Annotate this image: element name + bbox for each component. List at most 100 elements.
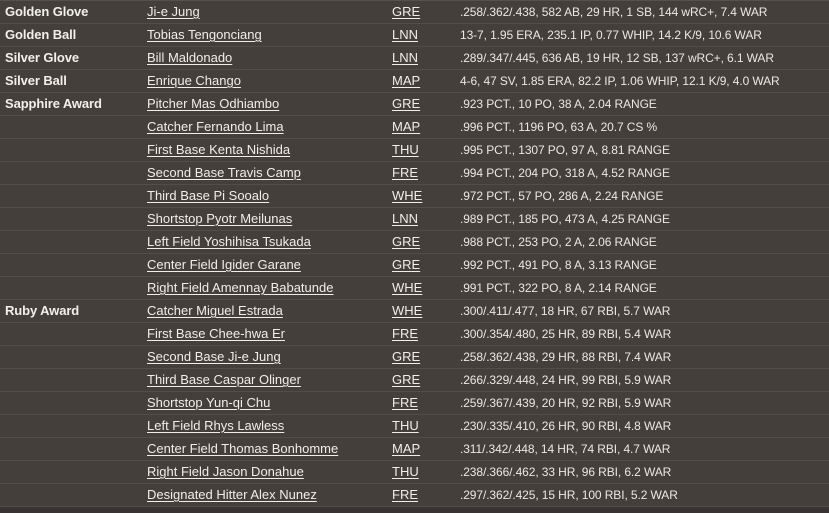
stat-line: .989 PCT., 185 PO, 473 A, 4.25 RANGE [460,212,670,226]
award-name: Silver Ball [5,73,67,88]
player-link[interactable]: Right Field Amennay Babatunde [147,280,334,295]
table-row: Center Field Igider Garane GRE .992 PCT.… [0,254,829,277]
award-name [0,461,147,483]
team-link[interactable]: THU [392,464,419,479]
team-link[interactable]: WHE [392,188,423,203]
player-link[interactable]: Third Base Caspar Olinger [147,372,301,387]
team-link[interactable]: FRE [392,487,418,502]
team-link[interactable]: FRE [392,165,418,180]
award-name: Golden Ball [5,27,77,42]
stat-line: .259/.367/.439, 20 HR, 92 RBI, 5.9 WAR [460,396,672,410]
award-name [0,116,147,138]
table-row: Center Field Thomas Bonhomme MAP .311/.3… [0,438,829,461]
team-link[interactable]: MAP [392,441,421,456]
player-link[interactable]: Pitcher Mas Odhiambo [147,96,280,111]
team-link[interactable]: LNN [392,50,419,65]
stat-line: 4-6, 47 SV, 1.85 ERA, 82.2 IP, 1.06 WHIP… [460,74,780,88]
player-link[interactable]: Enrique Chango [147,73,241,88]
stat-line: .988 PCT., 253 PO, 2 A, 2.06 RANGE [460,235,657,249]
award-name: Sapphire Award [5,96,102,111]
table-row: Designated Hitter Alex Nunez FRE .297/.3… [0,484,829,507]
table-row: Silver Ball Enrique Chango MAP 4-6, 47 S… [0,70,829,93]
stat-line: .297/.362/.425, 15 HR, 100 RBI, 5.2 WAR [460,488,678,502]
stat-line: .995 PCT., 1307 PO, 97 A, 8.81 RANGE [460,143,670,157]
stat-line: .230/.335/.410, 26 HR, 90 RBI, 4.8 WAR [460,419,672,433]
award-name [0,185,147,207]
award-name: Silver Glove [5,50,79,65]
team-link[interactable]: GRE [392,372,421,387]
table-row: Shortstop Pyotr Meilunas LNN .989 PCT., … [0,208,829,231]
player-link[interactable]: Right Field Jason Donahue [147,464,304,479]
player-link[interactable]: Second Base Ji-e Jung [147,349,281,364]
award-name [0,392,147,414]
team-link[interactable]: GRE [392,234,421,249]
team-link[interactable]: THU [392,418,419,433]
team-link[interactable]: FRE [392,395,418,410]
team-link[interactable]: MAP [392,119,421,134]
team-link[interactable]: MAP [392,73,421,88]
team-link[interactable]: LNN [392,211,419,226]
table-row: Sapphire Award Pitcher Mas Odhiambo GRE … [0,93,829,116]
player-link[interactable]: Left Field Rhys Lawless [147,418,285,433]
team-link[interactable]: WHE [392,280,423,295]
stat-line: .266/.329/.448, 24 HR, 99 RBI, 5.9 WAR [460,373,672,387]
team-link[interactable]: GRE [392,257,421,272]
stat-line: .923 PCT., 10 PO, 38 A, 2.04 RANGE [460,97,657,111]
award-name [0,277,147,299]
stat-line: .311/.342/.448, 14 HR, 74 RBI, 4.7 WAR [460,442,671,456]
stat-line: .996 PCT., 1196 PO, 63 A, 20.7 CS % [460,120,658,134]
player-link[interactable]: Designated Hitter Alex Nunez [147,487,317,502]
table-row: Third Base Pi Sooalo WHE .972 PCT., 57 P… [0,185,829,208]
player-link[interactable]: Catcher Fernando Lima [147,119,284,134]
table-row: Second Base Ji-e Jung GRE .258/.362/.438… [0,346,829,369]
table-row: Golden Glove Ji-e Jung GRE .258/.362/.43… [0,1,829,24]
stat-line: .991 PCT., 322 PO, 8 A, 2.14 RANGE [460,281,657,295]
award-name [0,323,147,345]
player-link[interactable]: Third Base Pi Sooalo [147,188,270,203]
team-link[interactable]: GRE [392,4,421,19]
player-link[interactable]: Catcher Miguel Estrada [147,303,283,318]
stat-line: .238/.366/.462, 33 HR, 96 RBI, 6.2 WAR [460,465,672,479]
award-name [0,139,147,161]
award-name [0,415,147,437]
team-link[interactable]: GRE [392,96,421,111]
table-row: Silver Glove Bill Maldonado LNN .289/.34… [0,47,829,70]
table-row: Left Field Yoshihisa Tsukada GRE .988 PC… [0,231,829,254]
player-link[interactable]: Ji-e Jung [147,4,200,19]
player-link[interactable]: Center Field Igider Garane [147,257,301,272]
award-name [0,438,147,460]
stat-line: .994 PCT., 204 PO, 318 A, 4.52 RANGE [460,166,670,180]
player-link[interactable]: Shortstop Yun-qi Chu [147,395,271,410]
team-link[interactable]: GRE [392,349,421,364]
table-row: Third Base Caspar Olinger GRE .266/.329/… [0,369,829,392]
player-link[interactable]: Tobias Tengonciang [147,27,262,42]
stat-line: .258/.362/.438, 582 AB, 29 HR, 1 SB, 144… [460,5,768,19]
award-name: Ruby Award [5,303,80,318]
table-row: First Base Chee-hwa Er FRE .300/.354/.48… [0,323,829,346]
table-row: Right Field Jason Donahue THU .238/.366/… [0,461,829,484]
table-row: Catcher Fernando Lima MAP .996 PCT., 119… [0,116,829,139]
player-link[interactable]: Second Base Travis Camp [147,165,301,180]
player-link[interactable]: First Base Chee-hwa Er [147,326,285,341]
bottom-strip [0,507,829,513]
player-link[interactable]: Shortstop Pyotr Meilunas [147,211,293,226]
player-link[interactable]: Center Field Thomas Bonhomme [147,441,339,456]
table-row: Left Field Rhys Lawless THU .230/.335/.4… [0,415,829,438]
stat-line: .289/.347/.445, 636 AB, 19 HR, 12 SB, 13… [460,51,774,65]
award-name [0,231,147,253]
player-link[interactable]: Left Field Yoshihisa Tsukada [147,234,311,249]
stat-line: .300/.354/.480, 25 HR, 89 RBI, 5.4 WAR [460,327,672,341]
player-link[interactable]: First Base Kenta Nishida [147,142,291,157]
player-link[interactable]: Bill Maldonado [147,50,233,65]
award-name [0,346,147,368]
award-name [0,369,147,391]
table-row: Right Field Amennay Babatunde WHE .991 P… [0,277,829,300]
team-link[interactable]: LNN [392,27,419,42]
team-link[interactable]: WHE [392,303,423,318]
table-row: Golden Ball Tobias Tengonciang LNN 13-7,… [0,24,829,47]
award-name [0,162,147,184]
team-link[interactable]: FRE [392,326,418,341]
stat-line: .258/.362/.438, 29 HR, 88 RBI, 7.4 WAR [460,350,672,364]
stat-line: 13-7, 1.95 ERA, 235.1 IP, 0.77 WHIP, 14.… [460,28,762,42]
team-link[interactable]: THU [392,142,419,157]
